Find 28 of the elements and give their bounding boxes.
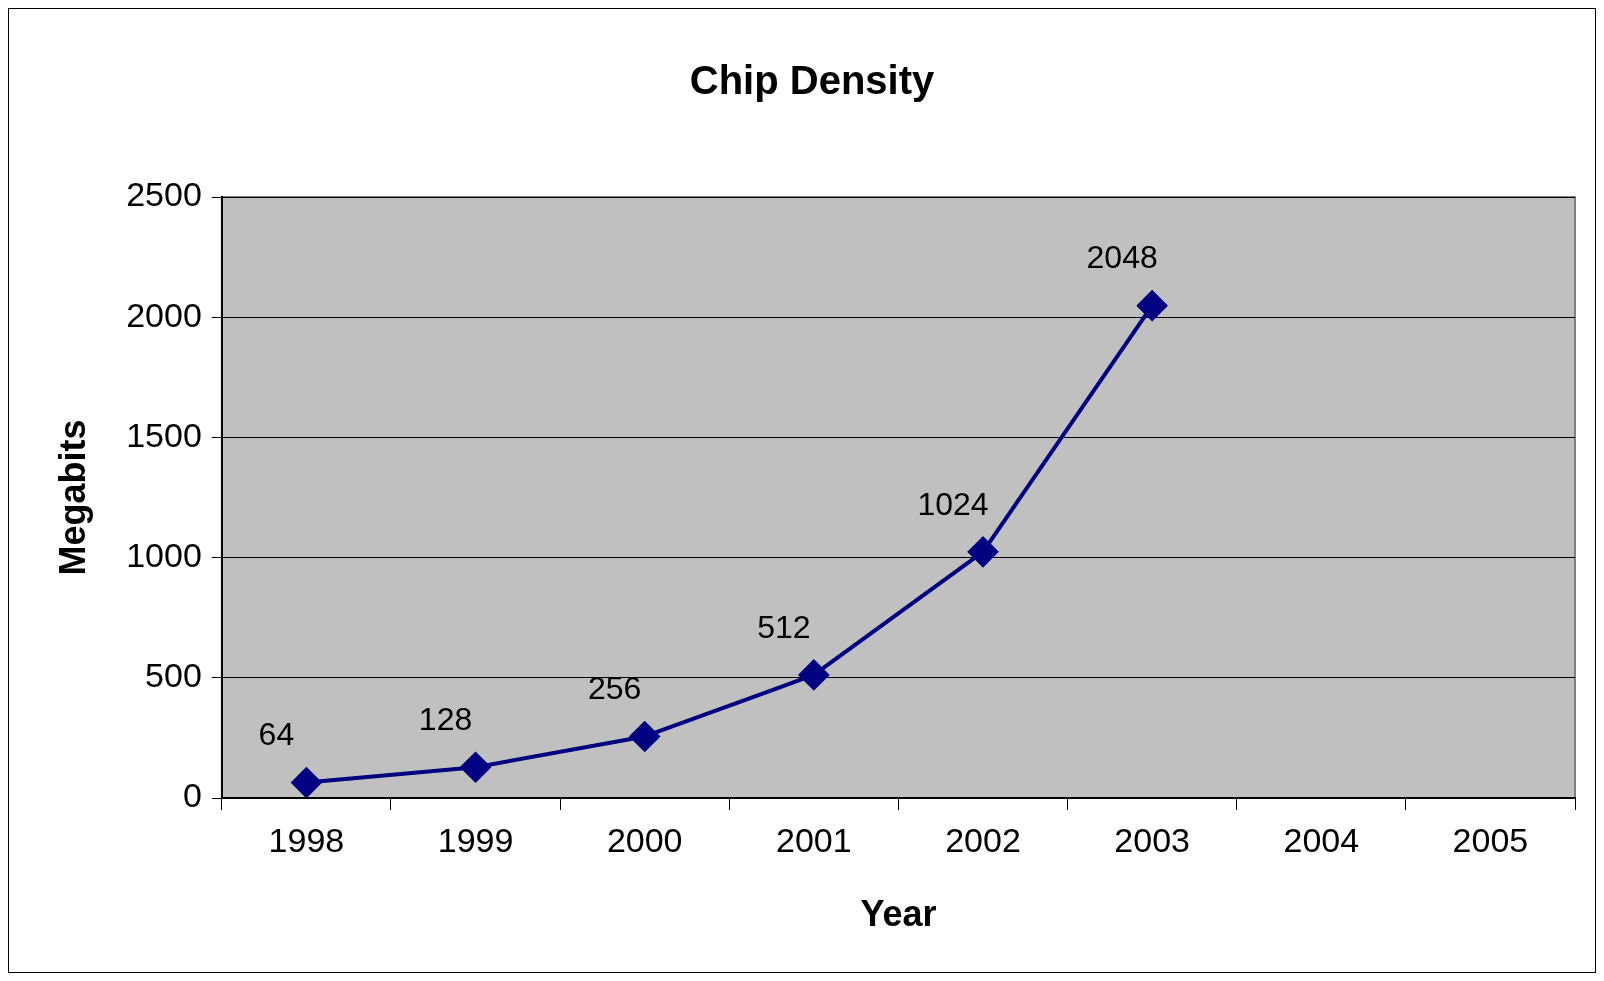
y-tick-label: 2000 — [126, 295, 202, 334]
data-label: 128 — [418, 701, 473, 738]
x-tick-label: 1999 — [437, 820, 514, 859]
data-label: 64 — [258, 716, 295, 753]
x-tick-label: 2004 — [1283, 820, 1360, 859]
x-tick-label: 2000 — [606, 820, 683, 859]
y-axis-title: Megabits — [51, 419, 93, 576]
data-label: 512 — [757, 608, 811, 645]
point — [967, 536, 998, 567]
point — [629, 721, 660, 752]
y-tick-label: 500 — [145, 656, 202, 695]
x-tick-label: 1998 — [268, 820, 345, 859]
x-tick-label: 2005 — [1452, 820, 1529, 859]
data-label: 1024 — [917, 485, 989, 522]
x-tick-label: 2002 — [945, 820, 1021, 859]
y-tick-label: 1000 — [126, 535, 202, 574]
x-tick-label: 2003 — [1114, 820, 1190, 859]
point — [460, 752, 491, 783]
point — [291, 767, 322, 798]
y-tick-label: 2500 — [126, 175, 202, 214]
point — [798, 659, 829, 690]
point — [1137, 290, 1168, 321]
y-tick-label: 1500 — [126, 415, 202, 454]
x-axis-title: Year — [860, 893, 937, 935]
data-label: 2048 — [1086, 239, 1158, 276]
y-tick-label: 0 — [182, 776, 202, 815]
x-tick-label: 2001 — [776, 820, 852, 859]
chart-title: Chip Density — [689, 58, 935, 103]
